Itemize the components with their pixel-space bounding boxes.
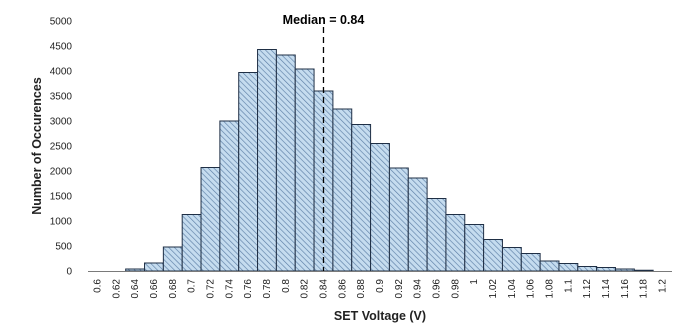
bars [125,49,654,272]
y-tick-label: 0 [66,267,72,278]
bar [200,167,221,272]
x-axis-ticks: 0.6 0.62 0.64 0.66 0.68 0.7 0.72 0.74 0.76 0.78 0.… [92,279,668,299]
bar [633,269,654,272]
x-axis-title: SET Voltage (V) [334,309,426,323]
x-tick-label: 0.64 [130,279,141,299]
x-tick-label: 0.76 [243,279,254,299]
x-tick-label: 0.84 [318,279,329,299]
y-tick-label: 1000 [50,217,73,228]
bar [483,239,503,272]
x-tick-label: 0.6 [92,279,103,293]
x-tick-label: 1.18 [639,279,650,299]
x-tick-label: 1 [469,279,480,285]
y-tick-label: 2500 [50,142,73,153]
bar [407,177,428,272]
bar [388,167,409,272]
bar [501,247,522,272]
bar [219,120,240,272]
x-tick-label: 0.98 [450,279,461,299]
bar [539,260,560,272]
x-tick-label: 0.66 [149,279,160,299]
x-tick-label: 0.7 [187,279,198,293]
bar [370,143,390,272]
y-tick-label: 4500 [50,42,73,53]
bar [464,224,485,272]
median-annotation: Median = 0.84 [283,13,365,27]
y-tick-label: 500 [55,242,72,253]
x-tick-label: 0.96 [432,279,443,299]
x-tick-label: 1.12 [582,279,593,299]
bar [257,49,277,272]
y-tick-label: 3000 [50,117,73,128]
bar [445,214,466,272]
x-tick-label: 1.16 [620,279,631,299]
x-tick-label: 0.8 [281,279,292,293]
x-tick-label: 1.06 [526,279,537,299]
x-tick-label: 1.08 [545,279,556,299]
bar [181,214,202,272]
bar [596,267,616,272]
x-tick-label: 0.88 [356,279,367,299]
y-tick-label: 2000 [50,167,73,178]
x-tick-label: 1.2 [658,279,669,293]
x-tick-label: 0.9 [375,279,386,293]
x-tick-label: 0.78 [262,279,273,299]
x-tick-label: 1.1 [563,279,574,293]
y-axis-title: Number of Occurences [30,77,44,215]
bar [144,262,164,272]
bar [520,253,541,272]
bar [238,72,259,272]
bar [351,124,372,272]
x-tick-label: 0.86 [337,279,348,299]
x-tick-label: 0.74 [224,279,235,299]
bar [294,68,315,272]
bar [426,198,447,272]
x-tick-label: 0.94 [413,279,424,299]
y-tick-label: 3500 [50,92,73,103]
x-tick-label: 1.04 [507,279,518,299]
bar [332,108,353,272]
x-tick-label: 0.82 [300,279,311,299]
y-axis-ticks: 0 500 1000 1500 2000 2500 3000 3500 4000 4500 5000 [50,17,73,278]
x-tick-label: 1.02 [488,279,499,299]
y-tick-label: 1500 [50,192,73,203]
bar [275,54,296,272]
y-tick-label: 4000 [50,67,73,78]
bar [162,246,183,272]
bar [577,266,598,272]
x-tick-label: 1.14 [601,279,612,299]
x-tick-label: 0.68 [168,279,179,299]
x-tick-label: 0.72 [205,279,216,299]
bar [125,268,146,272]
bar [614,268,635,272]
x-tick-label: 0.92 [394,279,405,299]
bar [558,263,579,272]
y-tick-label: 5000 [50,17,73,28]
x-tick-label: 0.62 [111,279,122,299]
